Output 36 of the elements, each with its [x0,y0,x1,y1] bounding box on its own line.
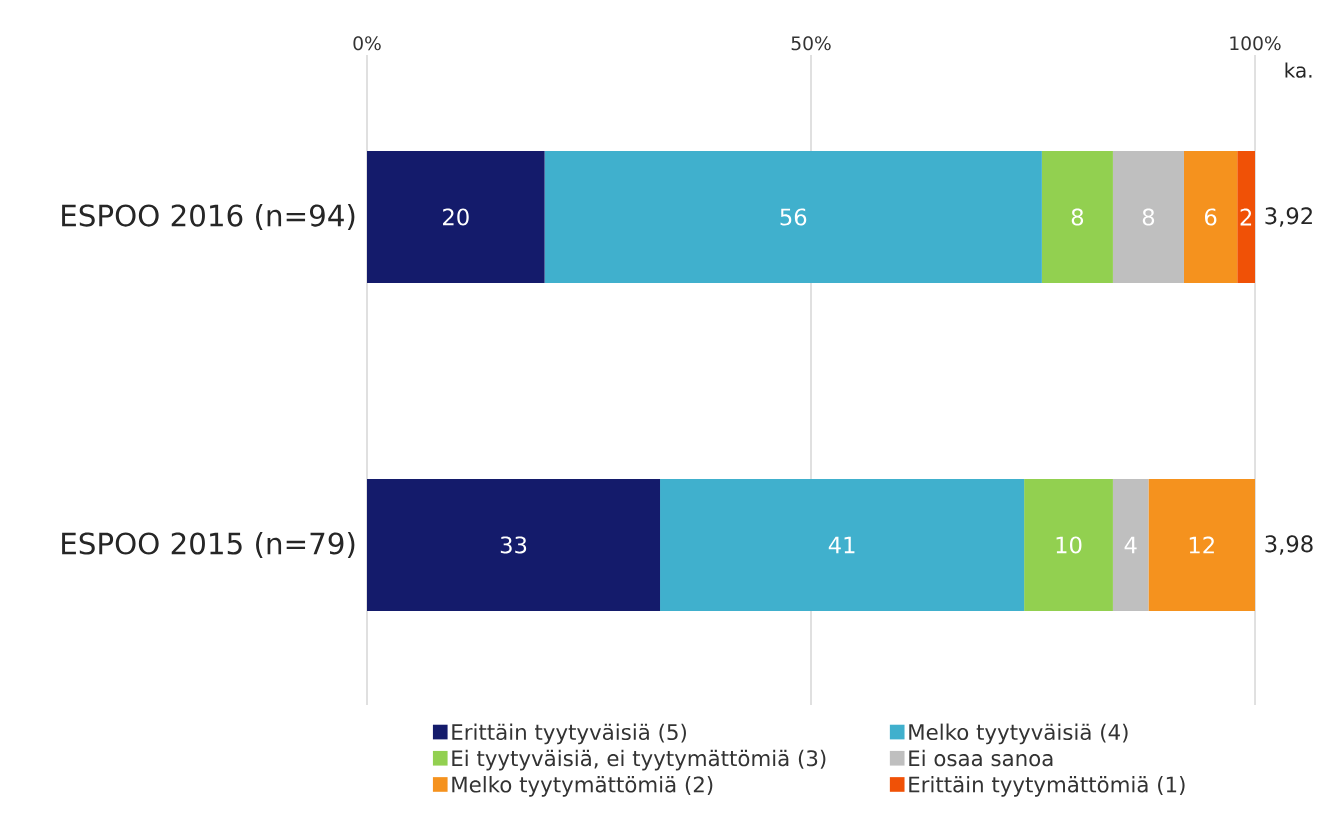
bar [1112,151,1184,284]
data-label: 56 [780,208,807,226]
data-label: 2 [1240,208,1252,226]
y-tick-label: ESPOO 2016 (n=94) [62,203,355,231]
bar [544,151,1042,284]
bar [367,151,545,284]
data-label: 8 [1071,208,1084,226]
data-label: 6 [1204,208,1217,226]
legend-label: Ei osaa sanoa [909,749,1053,767]
data-label: 33 [500,536,527,554]
bar [1112,478,1149,611]
text: 3,98 [1265,535,1313,555]
legend-label: Melko tyytyväisiä (4) [909,723,1128,745]
x-tick-label: 100% [1230,36,1281,51]
data-label: 4 [1124,536,1137,554]
bar [1024,478,1113,611]
x-tick-label: 0% [353,36,381,51]
bar [1183,151,1238,284]
legend-label: Melko tyytymättömiä (2) [452,776,713,797]
bar [1237,151,1256,284]
y-tick-label: ESPOO 2015 (n=79) [62,531,355,559]
bar [1041,151,1113,284]
legend-label: Erittäin tyytymättömiä (1) [909,776,1185,797]
legend-label: Erittäin tyytyväisiä (5) [452,723,686,745]
data-label: 20 [443,208,469,226]
text: ka. [1285,62,1312,78]
bar [1148,478,1256,611]
text: 3,92 [1265,207,1312,227]
data-label: 41 [828,536,855,554]
data-label: 10 [1056,536,1082,554]
data-label: 8 [1142,208,1155,226]
bar [660,478,1025,611]
legend-label: Ei tyytyväisiä, ei tyytymättömiä (3) [452,749,826,771]
x-tick-label: 50% [791,36,831,51]
bar [367,478,661,611]
data-label: 12 [1189,536,1214,554]
